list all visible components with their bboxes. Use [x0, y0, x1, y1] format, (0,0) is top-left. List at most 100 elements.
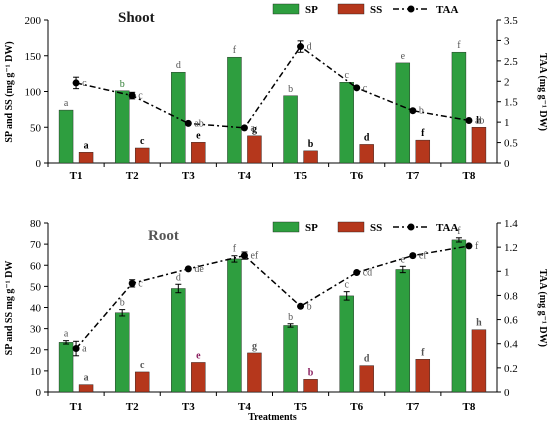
significance-letter: c [363, 83, 368, 94]
significance-letter: c [140, 136, 145, 147]
significance-letter: h [476, 318, 482, 329]
sp-bar [227, 258, 242, 393]
significance-letter: a [84, 140, 89, 151]
y2-tick-label: 1.2 [504, 242, 518, 254]
y-tick-label: 20 [30, 345, 42, 357]
y-tick-label: 0 [36, 387, 42, 399]
significance-letter: c [82, 78, 87, 89]
ss-bar [359, 365, 374, 393]
y-tick-label: 100 [25, 87, 42, 99]
y-tick-label: 0 [36, 158, 42, 170]
x-tick-label: T7 [406, 401, 419, 413]
legend-swatch-ss [337, 221, 365, 233]
significance-letter: c [140, 360, 145, 371]
legend-label-ss: SS [370, 4, 382, 16]
y2-tick-label: 1.5 [504, 97, 518, 109]
significance-letter: g [252, 124, 257, 135]
taa-line [75, 245, 470, 350]
y2-tick-label: 0.6 [504, 315, 518, 327]
y2-tick-label: 0.8 [504, 290, 518, 302]
x-tick-label: T7 [406, 170, 419, 182]
sp-bar [283, 325, 298, 393]
panel-title: Shoot [118, 10, 155, 26]
ss-bar [191, 362, 206, 393]
significance-letter: c [138, 278, 143, 289]
sp-bar [227, 56, 242, 164]
significance-letter: d [364, 354, 370, 365]
sp-bar [171, 288, 186, 393]
significance-letter: d [307, 42, 312, 53]
taa-point [72, 79, 80, 87]
taa-point [297, 302, 305, 310]
y2-tick-label: 0.5 [504, 138, 518, 150]
x-tick-label: T4 [238, 170, 251, 182]
x-tick-label: T1 [70, 401, 83, 413]
y2-tick-label: 1.4 [504, 218, 518, 230]
taa-line [75, 45, 470, 129]
sp-bar [451, 51, 467, 164]
panel-title: Root [148, 228, 179, 244]
y-tick-label: 80 [30, 218, 42, 230]
ss-bar [471, 127, 487, 164]
x-tick-label: T6 [350, 170, 363, 182]
y-tick-label: 70 [30, 239, 42, 251]
x-tick-label: T4 [238, 401, 251, 413]
significance-letter: c [344, 280, 349, 291]
x-tick-label: T8 [463, 401, 476, 413]
ss-bar [415, 359, 431, 393]
significance-letter: b [308, 367, 314, 378]
significance-letter: e [196, 350, 201, 361]
ss-bar [415, 139, 431, 164]
ss-bar [247, 135, 262, 164]
x-tick-label: T8 [463, 170, 476, 182]
taa-point [128, 279, 136, 287]
significance-letter: c [138, 91, 143, 102]
y2-tick-label: 2 [504, 76, 510, 88]
significance-letter: ab [194, 118, 203, 129]
y2-tick-label: 0 [504, 387, 510, 399]
ss-bar [247, 352, 262, 393]
sp-bar [58, 342, 74, 393]
y-tick-label: 50 [30, 122, 42, 134]
sp-bar [395, 269, 411, 393]
sp-bar [114, 312, 130, 393]
significance-letter: ab [475, 116, 484, 127]
taa-point [184, 265, 192, 273]
significance-letter: ef [250, 251, 258, 262]
significance-letter: b [288, 84, 293, 95]
taa-point [353, 84, 361, 92]
significance-letter: a [64, 329, 69, 340]
significance-letter: a [250, 123, 255, 134]
legend-label-taa: TAA [436, 222, 458, 234]
significance-letter: e [196, 130, 201, 141]
significance-letter: g [252, 341, 257, 352]
y-tick-label: 150 [25, 51, 42, 63]
significance-letter: b [288, 312, 293, 323]
significance-letter: d [364, 132, 370, 143]
significance-letter: d [176, 272, 181, 283]
legend-swatch-sp [272, 3, 300, 15]
y2-tick-label: 0.4 [504, 339, 518, 351]
significance-letter: e [401, 51, 406, 62]
significance-letter: c [344, 70, 349, 81]
significance-letter: f [233, 244, 237, 255]
taa-point [465, 117, 473, 125]
x-tick-label: T1 [70, 170, 83, 182]
significance-letter: a [82, 344, 87, 355]
sp-bar [395, 62, 411, 164]
significance-letter: h [476, 115, 482, 126]
sp-bar [451, 239, 467, 393]
y-tick-label: 60 [30, 260, 42, 272]
y2-tick-label: 1 [504, 266, 510, 278]
significance-letter: b [307, 301, 312, 312]
taa-point [465, 242, 473, 250]
significance-letter: a [64, 98, 69, 109]
ss-bar [359, 144, 374, 164]
x-axis-label: Treatments [248, 412, 297, 423]
taa-point [184, 119, 192, 127]
significance-letter: b [419, 106, 424, 117]
significance-letter: f [457, 40, 461, 51]
y-tick-label: 40 [30, 303, 42, 315]
y2-axis-label: TAA (mg g⁻¹ DW) [537, 269, 548, 347]
